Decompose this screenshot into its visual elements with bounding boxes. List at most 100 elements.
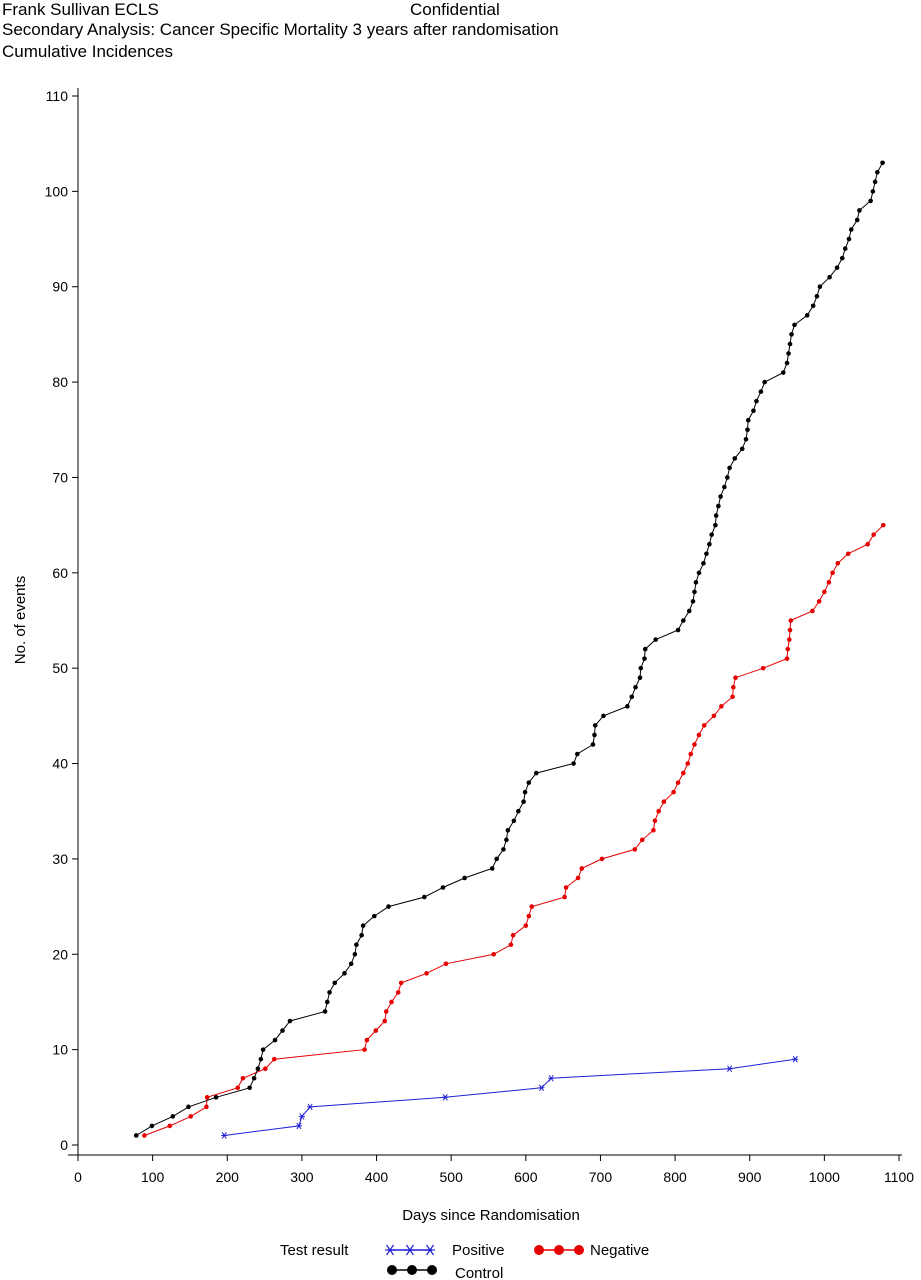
y-tick-label: 20 (52, 946, 68, 962)
data-point-control (713, 513, 719, 518)
x-tick-label: 800 (663, 1169, 687, 1185)
data-point-control (709, 532, 714, 537)
data-point-control (601, 713, 606, 719)
data-point-control (854, 217, 860, 223)
y-tick-label: 30 (52, 851, 68, 867)
data-point-control (638, 665, 644, 671)
data-point-negative (508, 942, 514, 948)
data-point-control (872, 179, 878, 185)
data-point-control (842, 246, 848, 251)
data-point-negative (788, 618, 794, 623)
data-point-control (787, 341, 793, 347)
data-point-negative (382, 1018, 388, 1024)
data-point-control (792, 322, 797, 328)
data-point-control (653, 637, 658, 642)
data-point-control (762, 379, 767, 385)
x-tick-label: 900 (738, 1169, 762, 1185)
legend-item-control: Control (387, 1265, 503, 1280)
legend-item-negative: Negative (534, 1242, 649, 1259)
series-layer (133, 160, 886, 1139)
data-point-negative (167, 1123, 173, 1129)
data-point-control (633, 684, 638, 690)
data-point-control (386, 904, 391, 909)
data-point-negative (656, 808, 661, 814)
data-point-control (725, 475, 730, 480)
data-point-control (342, 971, 347, 976)
data-point-control (516, 808, 521, 814)
data-point-positive (307, 1103, 314, 1111)
data-point-control (592, 732, 597, 738)
series-line-negative (144, 524, 884, 1136)
data-point-control (255, 1066, 261, 1072)
data-point-negative (816, 599, 822, 604)
data-point-negative (865, 541, 870, 547)
data-point-control (629, 694, 635, 700)
data-point-negative (830, 570, 835, 576)
y-tick-label: 10 (52, 1042, 68, 1058)
data-point-negative (701, 723, 707, 728)
chart-header-title: Frank Sullivan ECLS (2, 0, 159, 19)
data-point-negative (579, 866, 585, 871)
data-point-control (440, 885, 446, 890)
data-point-control (287, 1018, 293, 1024)
x-axis-title: Days since Randomisation (402, 1207, 580, 1224)
data-point-control (739, 446, 745, 452)
data-point-control (839, 255, 845, 261)
data-point-control (501, 847, 506, 852)
data-point-control (784, 360, 790, 366)
y-axis-title: No. of events (12, 576, 29, 664)
chart-legend: Test result Positive Negative Control (280, 1242, 649, 1280)
data-point-negative (424, 971, 429, 976)
data-point-control (352, 951, 358, 957)
data-point-control (686, 608, 692, 614)
data-point-control (260, 1047, 266, 1052)
data-point-control (781, 370, 786, 375)
data-point-control (745, 417, 751, 423)
data-point-control (675, 627, 681, 633)
data-point-control (743, 437, 749, 442)
legend-swatch-control (387, 1265, 437, 1275)
data-point-control (690, 599, 696, 604)
legend-label-control: Control (455, 1265, 503, 1280)
data-point-negative (235, 1085, 241, 1091)
data-point-negative (563, 885, 569, 890)
data-point-positive (442, 1094, 449, 1101)
data-point-control (722, 484, 727, 490)
data-point-control (696, 570, 702, 576)
data-point-negative (787, 627, 793, 633)
series-control (133, 160, 885, 1138)
data-point-control (716, 503, 721, 509)
data-point-negative (681, 770, 686, 776)
data-point-control (758, 389, 764, 394)
data-point-control (875, 169, 880, 175)
data-point-control (642, 656, 647, 661)
data-point-control (848, 227, 854, 232)
legend-swatch-positive (385, 1244, 435, 1256)
y-tick-label: 0 (60, 1137, 68, 1153)
data-point-control (504, 837, 509, 843)
data-point-control (625, 704, 630, 709)
data-point-negative (785, 646, 791, 652)
data-point-control (322, 1009, 328, 1014)
data-point-control (272, 1037, 278, 1043)
data-point-control (186, 1104, 191, 1110)
data-point-negative (142, 1133, 147, 1138)
x-tick-label: 500 (440, 1169, 464, 1185)
data-point-negative (881, 522, 886, 528)
data-point-negative (685, 761, 691, 766)
data-point-control (354, 942, 359, 948)
data-point-negative (731, 684, 736, 690)
data-point-control (505, 828, 511, 833)
data-point-control (258, 1056, 264, 1062)
data-point-control (642, 646, 648, 652)
data-point-negative (730, 694, 735, 700)
data-point-negative (696, 732, 702, 738)
data-point-control (327, 990, 332, 995)
data-point-negative (675, 780, 681, 785)
x-tick-label: 1000 (809, 1169, 840, 1185)
confidential-label: Confidential (410, 0, 500, 19)
data-point-control (637, 675, 643, 681)
data-point-control (359, 932, 364, 938)
y-tick-label: 90 (52, 279, 68, 295)
data-point-negative (526, 913, 532, 919)
